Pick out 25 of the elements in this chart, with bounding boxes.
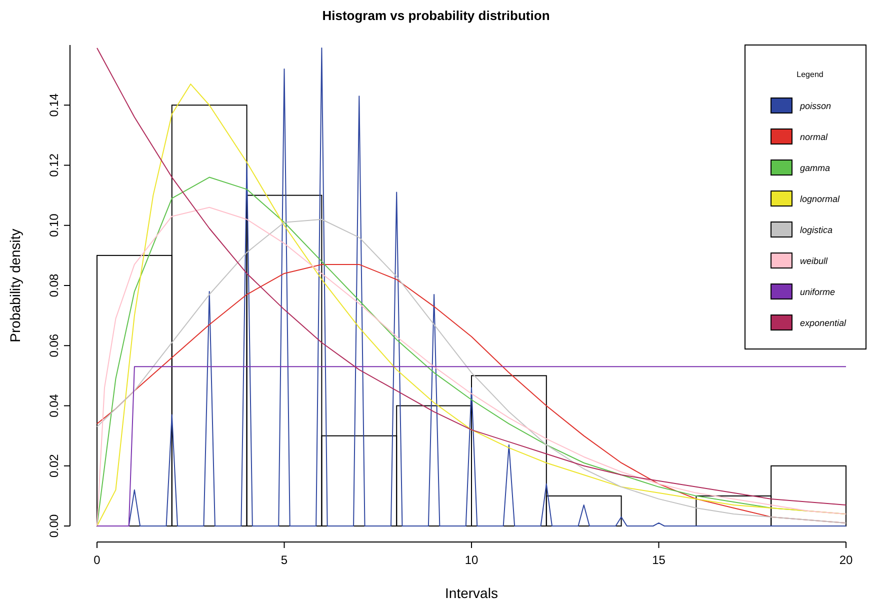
y-tick-label: 0.04: [47, 394, 61, 418]
y-tick-label: 0.08: [47, 274, 61, 298]
y-tick-label: 0.00: [47, 514, 61, 538]
x-tick-label: 15: [652, 553, 666, 567]
legend-label: uniforme: [800, 287, 836, 297]
x-tick-label: 10: [464, 553, 478, 567]
y-tick-label: 0.10: [47, 213, 61, 238]
y-tick-label: 0.06: [47, 334, 61, 358]
y-tick-label: 0.14: [47, 93, 61, 117]
legend-title: Legend: [796, 70, 824, 79]
chart-title: Histogram vs probability distribution: [322, 8, 550, 23]
legend-label: gamma: [800, 163, 830, 173]
x-tick-label: 20: [839, 553, 853, 567]
y-tick-label: 0.02: [47, 454, 61, 478]
x-tick-label: 0: [94, 553, 101, 567]
y-tick-label: 0.12: [47, 153, 61, 177]
x-axis-title: Intervals: [445, 585, 498, 601]
legend-label: lognormal: [800, 194, 841, 204]
y-axis-title: Probability density: [7, 228, 23, 342]
legend-label: logistica: [800, 225, 833, 235]
legend-label: normal: [800, 132, 829, 142]
legend-label: exponential: [800, 318, 848, 328]
legend-label: poisson: [799, 101, 832, 111]
legend-label: weibull: [800, 256, 829, 266]
x-tick-label: 5: [280, 553, 288, 567]
